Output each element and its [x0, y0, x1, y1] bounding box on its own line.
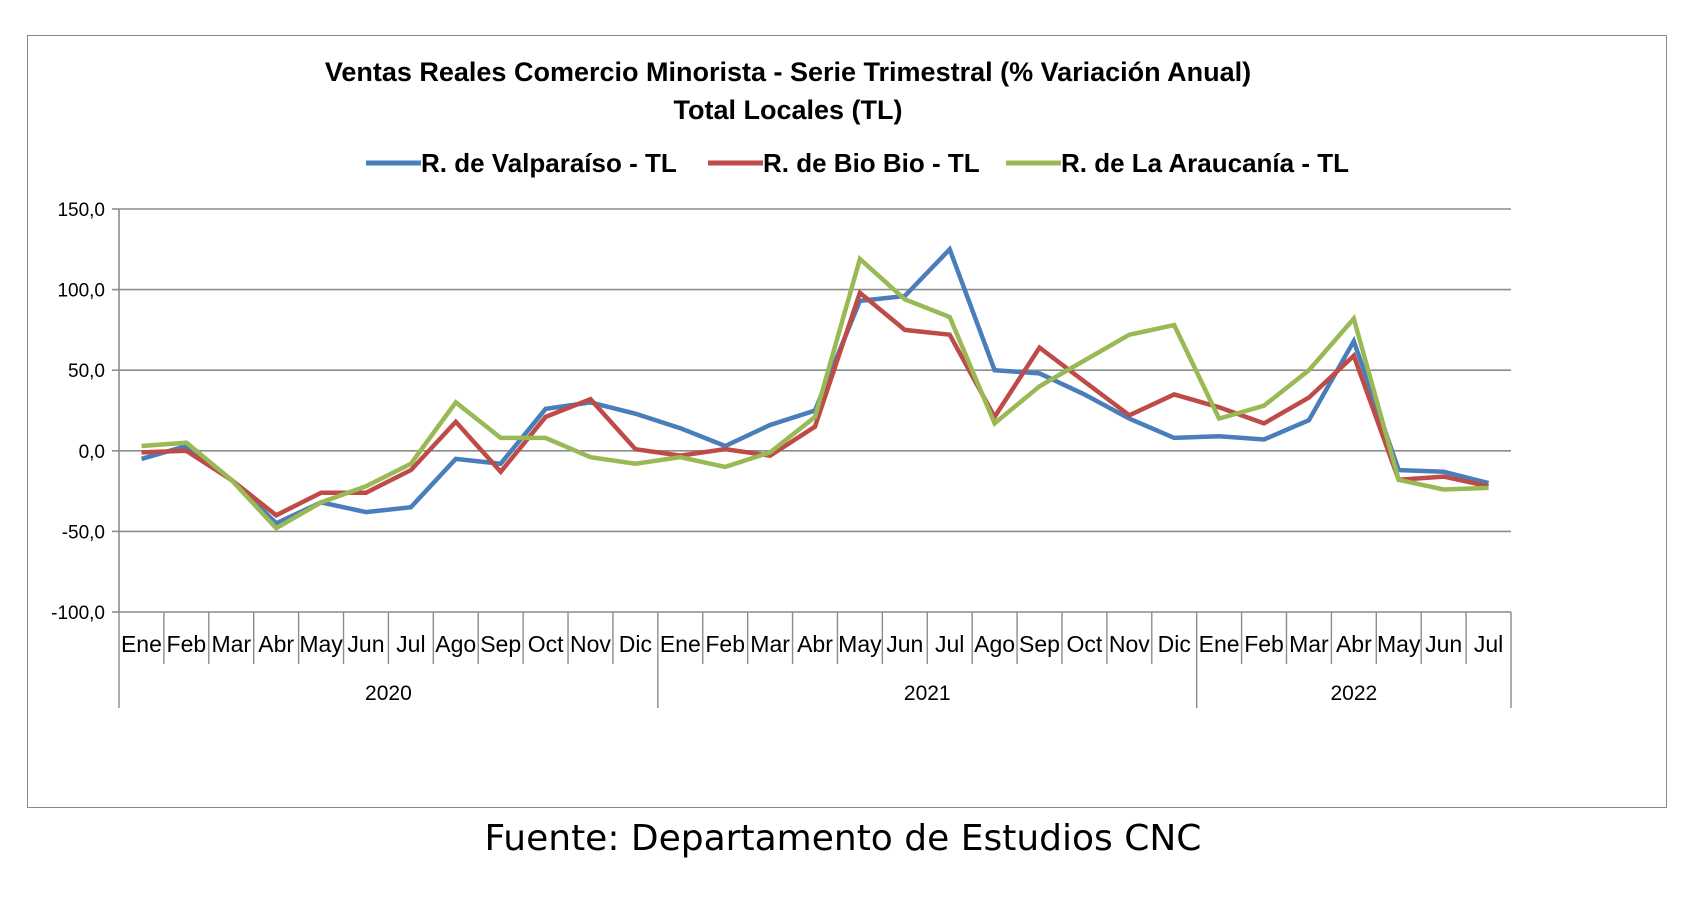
grid: [119, 208, 1511, 613]
x-tick-label: Oct: [1067, 631, 1103, 657]
legend-label: R. de Valparaíso - TL: [421, 148, 677, 178]
source-note: Fuente: Departamento de Estudios CNC: [484, 818, 1202, 859]
x-tick-label: Nov: [570, 631, 611, 657]
x-tick-label: Jun: [886, 631, 923, 657]
x-tick-label: Jul: [1474, 631, 1503, 657]
x-tick-label: Feb: [167, 631, 207, 657]
x-year-label: 2021: [904, 682, 951, 705]
x-tick-label: Ene: [660, 631, 701, 657]
y-tick-label: 0,0: [79, 442, 105, 463]
legend-label: R. de La Araucanía - TL: [1061, 148, 1349, 178]
x-tick-label: Ago: [435, 631, 476, 657]
x-tick-label: Abr: [258, 631, 294, 657]
x-tick-label: Jun: [1425, 631, 1462, 657]
legend-label: R. de Bio Bio - TL: [763, 148, 980, 178]
x-axis: Ene Feb Mar Abr May Jun Jul Ago Sep Oct Nov Dic Ene F…: [118, 612, 1512, 708]
x-tick-label: Sep: [480, 631, 521, 657]
line-chart: Ventas Reales Comercio Minorista - Serie…: [51, 57, 1512, 708]
chart-frame: Ventas Reales Comercio Minorista - Serie…: [27, 35, 1667, 808]
x-year-label: 2020: [365, 682, 412, 705]
x-year-label: 2022: [1330, 682, 1377, 705]
x-tick-label: Ago: [974, 631, 1015, 657]
x-tick-label: Mar: [211, 631, 251, 657]
x-tick-label: May: [838, 631, 882, 657]
y-tick-label: -50,0: [62, 522, 105, 543]
y-tick-label: 150,0: [57, 200, 105, 221]
x-tick-label: Feb: [1244, 631, 1284, 657]
x-tick-label: Oct: [528, 631, 564, 657]
chart-title: Ventas Reales Comercio Minorista - Serie…: [325, 57, 1251, 87]
x-tick-label: Feb: [705, 631, 745, 657]
y-axis: -100,0 -50,0 0,0 50,0 100,0 150,0: [51, 200, 120, 624]
x-tick-label: Abr: [797, 631, 833, 657]
x-tick-label: Jul: [935, 631, 964, 657]
y-tick-label: -100,0: [51, 603, 105, 624]
series-line: [141, 288, 1489, 518]
x-tick-label: May: [1377, 631, 1421, 657]
x-tick-label: Ene: [121, 631, 162, 657]
y-tick-label: 100,0: [57, 281, 105, 302]
y-tick-label: 50,0: [68, 361, 105, 382]
legend: R. de Valparaíso - TL R. de Bio Bio - TL R…: [366, 148, 1349, 178]
series-lines: [140, 245, 1490, 532]
x-tick-label: Nov: [1109, 631, 1150, 657]
x-tick-label: Jul: [396, 631, 425, 657]
x-tick-label: Ene: [1199, 631, 1240, 657]
series-line: [141, 254, 1489, 532]
x-tick-label: Mar: [1289, 631, 1329, 657]
x-tick-label: Jun: [347, 631, 384, 657]
x-tick-label: Dic: [1158, 631, 1191, 657]
x-tick-label: May: [299, 631, 343, 657]
x-tick-label: Sep: [1019, 631, 1060, 657]
x-tick-label: Mar: [750, 631, 790, 657]
x-tick-label: Abr: [1336, 631, 1372, 657]
chart-subtitle: Total Locales (TL): [673, 95, 902, 125]
x-tick-label: Dic: [619, 631, 652, 657]
